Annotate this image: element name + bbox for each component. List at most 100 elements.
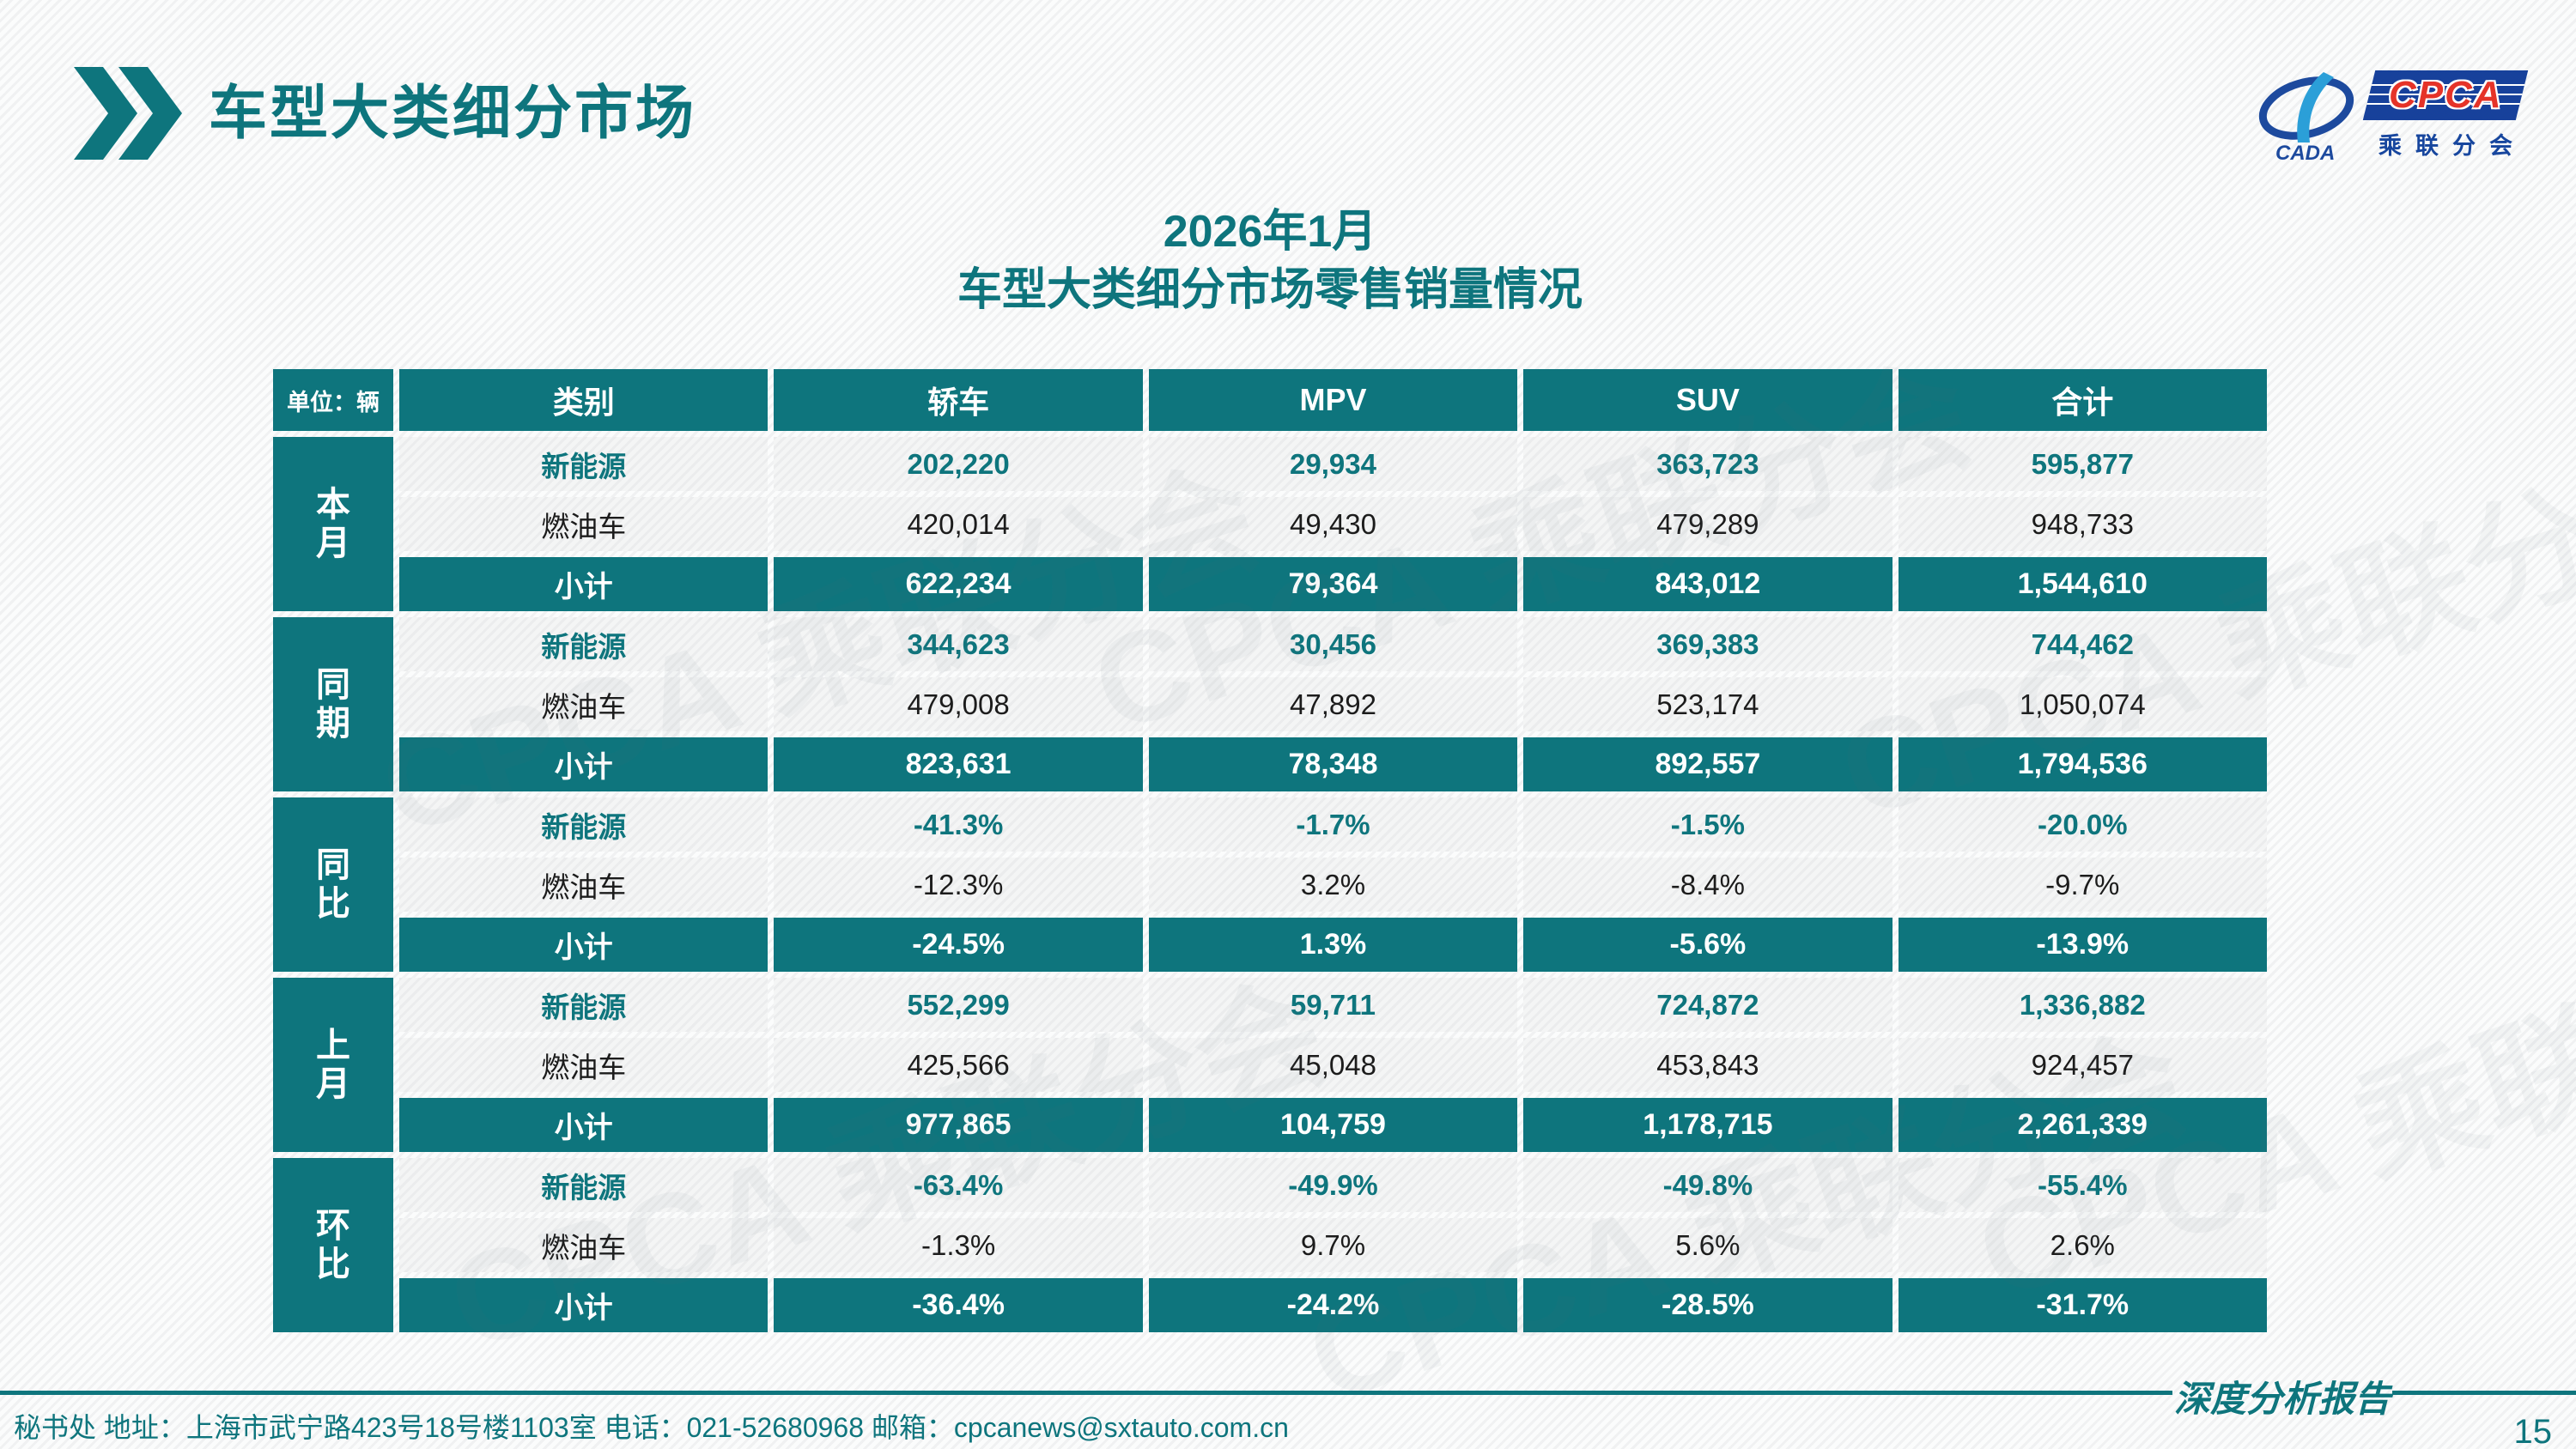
value-cell: 948,733 <box>1898 497 2267 551</box>
footer-divider-right <box>2392 1391 2576 1395</box>
table-row-group: 同比新能源 -41.3% -1.7% -1.5% -20.0% 燃油车 -12.3% 3.2%… <box>273 797 2267 972</box>
cada-emblem-icon: CADA <box>2258 72 2354 165</box>
column-header: MPV <box>1148 369 1518 431</box>
value-cell: -1.3% <box>774 1218 1143 1272</box>
value-cell: 843,012 <box>1523 557 1893 611</box>
report-type-label: 深度分析报告 <box>2173 1378 2391 1420</box>
value-cell: 344,623 <box>774 617 1143 671</box>
value-cell: 724,872 <box>1523 978 1893 1032</box>
value-cell: 363,723 <box>1523 437 1893 491</box>
sales-table: 单位：辆 类别 轿车 MPV SUV 合计 本月新能源 202,220 29,934 363,… <box>273 369 2267 1338</box>
footer-divider-left <box>0 1391 2172 1395</box>
cpca-acronym: CPCA <box>2388 74 2503 116</box>
value-cell: 523,174 <box>1523 677 1893 731</box>
value-cell: 420,014 <box>774 497 1143 551</box>
category-cell: 小计 <box>399 1278 769 1332</box>
column-header: 轿车 <box>774 369 1143 431</box>
row-group-label-char: 月 <box>316 524 350 562</box>
value-cell: -9.7% <box>1898 858 2267 912</box>
value-cell: -8.4% <box>1523 858 1893 912</box>
value-cell: 425,566 <box>774 1038 1143 1092</box>
value-cell: 622,234 <box>774 557 1143 611</box>
value-cell: 45,048 <box>1148 1038 1518 1092</box>
table-row-group: 上月新能源 552,299 59,711 724,872 1,336,882 燃油车 425… <box>273 978 2267 1152</box>
row-group-label: 同比 <box>273 797 393 972</box>
value-cell: 369,383 <box>1523 617 1893 671</box>
value-cell: -55.4% <box>1898 1158 2267 1212</box>
footer-contact: 秘书处 地址：上海市武宁路423号18号楼1103室 电话：021-526809… <box>14 1412 1289 1443</box>
value-cell: 977,865 <box>774 1098 1143 1152</box>
value-cell: 47,892 <box>1148 677 1518 731</box>
value-cell: 1,336,882 <box>1898 978 2267 1032</box>
table-body: 本月新能源 202,220 29,934 363,723 595,877 燃油车 420,0… <box>273 437 2267 1332</box>
value-cell: -1.5% <box>1523 797 1893 852</box>
value-cell: -12.3% <box>774 858 1143 912</box>
table-title: 2026年1月 车型大类细分市场零售销量情况 <box>273 204 2267 320</box>
row-group-label-char: 本 <box>316 485 350 524</box>
value-cell: 2.6% <box>1898 1218 2267 1272</box>
value-cell: -31.7% <box>1898 1278 2267 1332</box>
table-title-date: 2026年1月 <box>1163 207 1377 257</box>
category-cell: 燃油车 <box>399 1218 769 1272</box>
value-cell: 79,364 <box>1148 557 1518 611</box>
value-cell: 1,794,536 <box>1898 737 2267 791</box>
value-cell: -20.0% <box>1898 797 2267 852</box>
value-cell: -13.9% <box>1898 918 2267 972</box>
value-cell: 479,289 <box>1523 497 1893 551</box>
row-group-label-char: 环 <box>316 1206 350 1245</box>
column-header: 合计 <box>1898 369 2267 431</box>
slide-header: 车型大类细分市场 <box>67 67 696 160</box>
value-cell: 5.6% <box>1523 1218 1893 1272</box>
table-title-text: 车型大类细分市场零售销量情况 <box>957 265 1583 315</box>
column-header: SUV <box>1523 369 1893 431</box>
value-cell: 453,843 <box>1523 1038 1893 1092</box>
value-cell: 29,934 <box>1148 437 1518 491</box>
row-group-label-char: 期 <box>316 704 350 743</box>
category-cell: 新能源 <box>399 617 769 671</box>
category-cell: 新能源 <box>399 437 769 491</box>
category-cell: 小计 <box>399 557 769 611</box>
value-cell: 9.7% <box>1148 1218 1518 1272</box>
category-cell: 燃油车 <box>399 1038 769 1092</box>
value-cell: 78,348 <box>1148 737 1518 791</box>
value-cell: 202,220 <box>774 437 1143 491</box>
value-cell: 595,877 <box>1898 437 2267 491</box>
value-cell: 3.2% <box>1148 858 1518 912</box>
value-cell: -1.7% <box>1148 797 1518 852</box>
table-row-group: 同期新能源 344,623 30,456 369,383 744,462 燃油车 479,0… <box>273 617 2267 791</box>
table-row-group: 本月新能源 202,220 29,934 363,723 595,877 燃油车 420,0… <box>273 437 2267 611</box>
cpca-chinese-name: 乘联分会 <box>2379 133 2526 159</box>
value-cell: 1,544,610 <box>1898 557 2267 611</box>
page-number: 15 <box>2513 1413 2553 1449</box>
value-cell: 924,457 <box>1898 1038 2267 1092</box>
row-group-label: 环比 <box>273 1158 393 1332</box>
row-group-label: 同期 <box>273 617 393 791</box>
row-group-label-char: 同 <box>316 846 350 884</box>
value-cell: -41.3% <box>774 797 1143 852</box>
value-cell: -49.9% <box>1148 1158 1518 1212</box>
row-group-label: 本月 <box>273 437 393 611</box>
category-cell: 燃油车 <box>399 858 769 912</box>
value-cell: -24.5% <box>774 918 1143 972</box>
cpca-logo: CADA CPCA 乘联分会 <box>2257 70 2529 165</box>
double-chevron-icon <box>74 67 182 160</box>
value-cell: 2,261,339 <box>1898 1098 2267 1152</box>
page-title: 车型大类细分市场 <box>209 81 697 146</box>
row-group-label-char: 比 <box>316 884 350 923</box>
value-cell: 1,178,715 <box>1523 1098 1893 1152</box>
row-group-label-char: 同 <box>316 665 350 704</box>
value-cell: 552,299 <box>774 978 1143 1032</box>
category-cell: 新能源 <box>399 797 769 852</box>
value-cell: 59,711 <box>1148 978 1518 1032</box>
value-cell: -28.5% <box>1523 1278 1893 1332</box>
value-cell: -36.4% <box>774 1278 1143 1332</box>
value-cell: 823,631 <box>774 737 1143 791</box>
row-group-label: 上月 <box>273 978 393 1152</box>
category-cell: 燃油车 <box>399 497 769 551</box>
category-cell: 新能源 <box>399 978 769 1032</box>
category-cell: 小计 <box>399 918 769 972</box>
category-cell: 新能源 <box>399 1158 769 1212</box>
value-cell: 892,557 <box>1523 737 1893 791</box>
value-cell: -5.6% <box>1523 918 1893 972</box>
